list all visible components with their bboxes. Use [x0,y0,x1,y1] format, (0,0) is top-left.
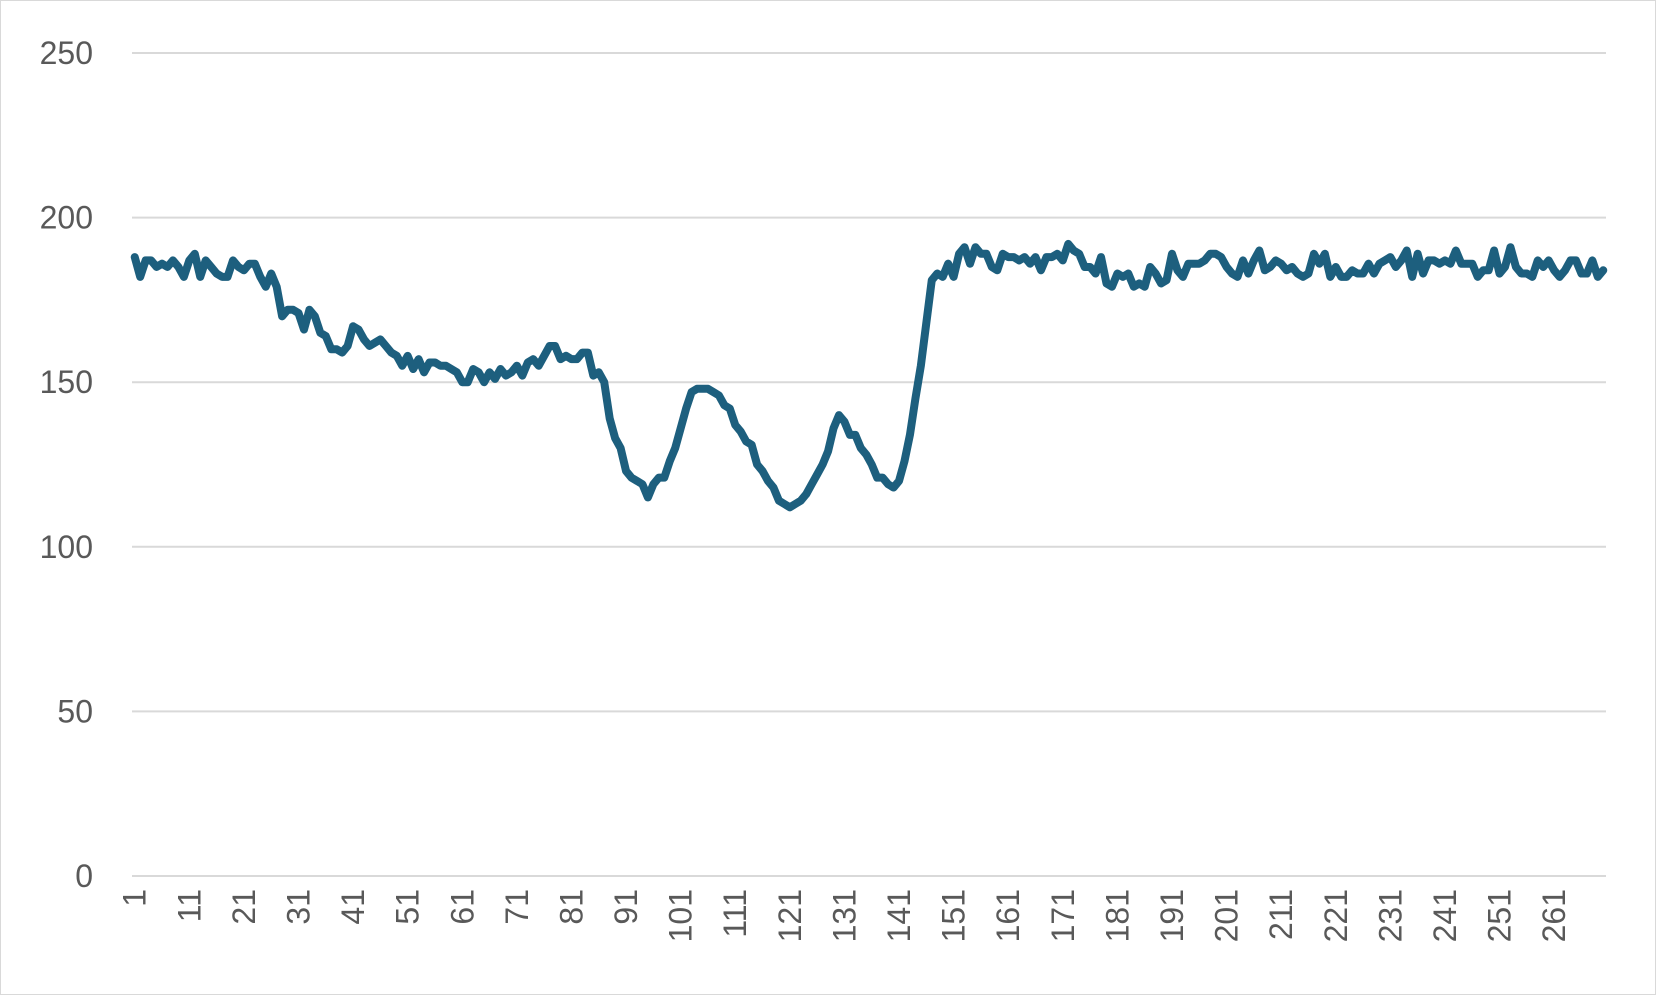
x-tick-label: 261 [1536,889,1572,942]
x-tick-label: 101 [663,889,699,942]
x-tick-label: 91 [608,889,644,925]
x-tick-label: 131 [826,889,862,942]
y-axis-ticks: 0 50 100 150 200 250 [40,35,93,894]
y-tick-label: 250 [40,35,93,71]
x-tick-label: 231 [1372,889,1408,942]
x-tick-label: 151 [936,889,972,942]
x-tick-label: 171 [1045,889,1081,942]
x-tick-label: 11 [171,889,207,922]
x-tick-label: 251 [1482,889,1518,942]
x-tick-label: 211 [1263,889,1299,940]
x-tick-label: 191 [1154,889,1190,942]
x-tick-label: 21 [226,889,262,925]
x-tick-label: 1 [117,889,153,907]
x-tick-label: 181 [1099,889,1135,942]
x-tick-label: 221 [1318,889,1354,942]
x-tick-label: 81 [553,889,589,925]
x-tick-label: 61 [444,889,480,925]
x-tick-label: 31 [281,889,317,925]
series-line [130,239,1608,512]
x-tick-label: 141 [881,889,917,942]
x-tick-label: 41 [335,889,371,925]
x-tick-label: 71 [499,889,535,925]
x-tick-label: 111 [717,889,753,938]
y-tick-label: 150 [40,364,93,400]
x-tick-label: 241 [1427,889,1463,942]
y-tick-label: 200 [40,200,93,236]
x-tick-label: 121 [772,889,808,942]
x-tick-label: 51 [390,889,426,925]
x-tick-label: 161 [990,889,1026,942]
series-layer [130,239,1608,512]
y-tick-label: 50 [57,693,93,729]
x-axis-ticks: 1 11 21 31 41 51 61 71 81 91 101 111 121 131 141 151 161… [117,889,1572,942]
y-tick-label: 100 [40,529,93,565]
y-tick-label: 0 [75,858,93,894]
gridlines [132,52,1606,877]
x-tick-label: 201 [1209,889,1245,942]
